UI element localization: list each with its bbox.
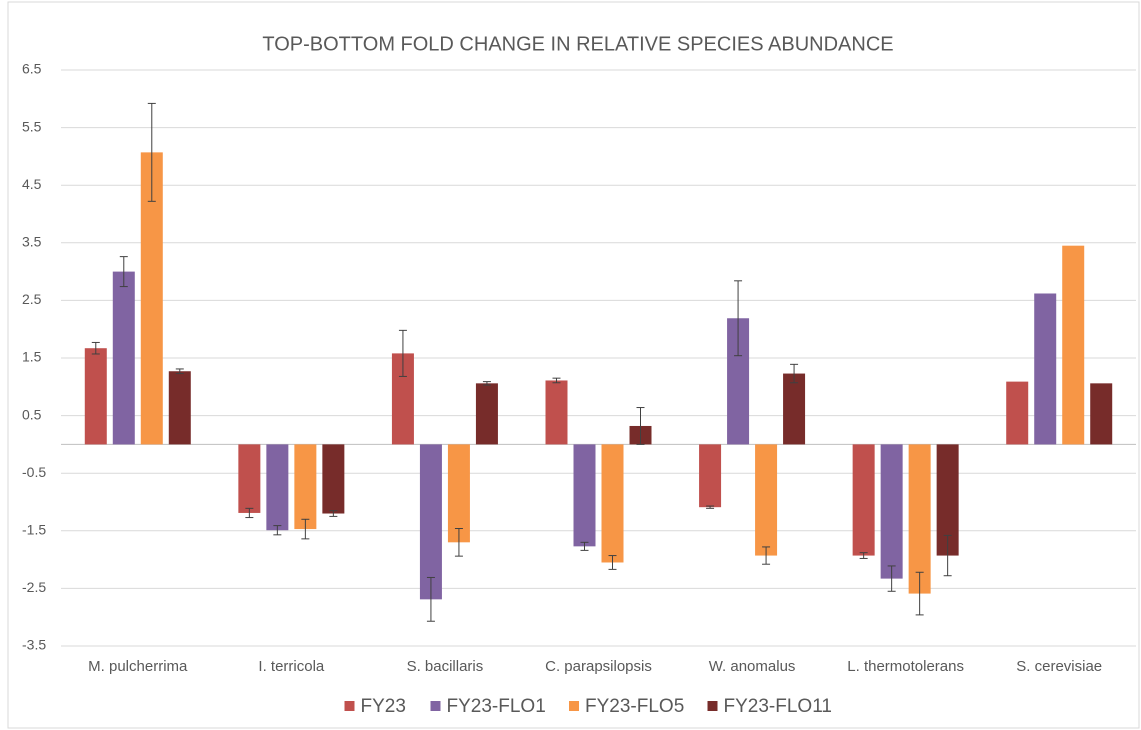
x-tick-label: C. parapsilopsis (545, 658, 652, 675)
x-tick-label: I. terricola (258, 658, 325, 675)
error-bar (915, 571, 924, 616)
x-tick-label: W. anomalus (709, 658, 796, 675)
error-bar (608, 555, 617, 570)
error-bar (301, 518, 310, 540)
error-bar (273, 525, 282, 536)
bar (475, 383, 498, 445)
bar (238, 444, 261, 513)
error-bar (147, 102, 156, 202)
legend-label: FY23-FLO5 (585, 696, 684, 717)
bar (936, 444, 959, 556)
bar (168, 371, 191, 445)
y-tick-label: 6.5 (22, 61, 42, 77)
bar (783, 373, 806, 445)
bar (1062, 245, 1085, 445)
bar (573, 444, 596, 547)
bar (140, 152, 163, 445)
y-tick-label: 5.5 (22, 118, 42, 134)
y-tick-label: -0.5 (22, 464, 46, 480)
bar (84, 348, 107, 445)
y-tick-label: 0.5 (22, 406, 42, 422)
error-bar (175, 368, 184, 375)
bar (447, 444, 470, 543)
bar (545, 380, 568, 445)
bar (852, 444, 875, 556)
error-bar (580, 541, 589, 551)
bar (294, 444, 317, 530)
y-tick-label: 3.5 (22, 234, 42, 250)
bar (699, 444, 722, 508)
legend-swatch (430, 701, 441, 711)
bar (112, 271, 135, 445)
bar (1090, 383, 1113, 445)
bar (266, 444, 289, 531)
bar (908, 444, 931, 594)
error-bar (91, 341, 100, 355)
x-tick-label: S. bacillaris (407, 658, 484, 675)
error-bar (636, 407, 645, 445)
x-tick-label: M. pulcherrima (88, 658, 188, 675)
error-bar (329, 510, 338, 517)
bar (601, 444, 624, 563)
error-bar (119, 256, 128, 288)
legend-swatch (569, 701, 579, 711)
y-tick-label: 1.5 (22, 349, 42, 365)
error-bar (245, 507, 254, 519)
chart-frame (7, 1, 1140, 729)
error-bar (426, 576, 435, 622)
legend-swatch (707, 701, 718, 711)
error-bar (398, 329, 407, 377)
bar (1034, 293, 1057, 445)
legend-swatch (344, 701, 355, 711)
bar (727, 318, 750, 445)
error-bar (859, 552, 868, 559)
y-tick-label: -3.5 (22, 637, 46, 653)
bar (322, 444, 345, 514)
error-bar (734, 280, 743, 357)
legend-label: FY23 (361, 696, 406, 717)
error-bar (943, 534, 952, 577)
y-tick-label: 2.5 (22, 291, 42, 307)
error-bar (762, 546, 771, 565)
x-tick-label: S. cerevisiae (1016, 658, 1102, 675)
chart-title: TOP-BOTTOM FOLD CHANGE IN RELATIVE SPECI… (262, 33, 893, 55)
error-bar (552, 377, 561, 384)
error-bar (887, 565, 896, 592)
bar (419, 444, 442, 600)
legend-label: FY23-FLO11 (724, 696, 832, 717)
error-bar (790, 363, 799, 384)
bar (391, 353, 414, 445)
bar (880, 444, 903, 579)
bar (755, 444, 778, 556)
error-bar (482, 381, 491, 386)
legend-label: FY23-FLO1 (447, 696, 546, 717)
error-bar (454, 527, 463, 557)
error-bar (706, 505, 715, 509)
y-tick-label: 4.5 (22, 176, 42, 192)
y-tick-label: -1.5 (22, 522, 46, 538)
x-tick-label: L. thermotolerans (847, 658, 964, 675)
bar (1006, 381, 1029, 445)
y-tick-label: -2.5 (22, 579, 46, 595)
